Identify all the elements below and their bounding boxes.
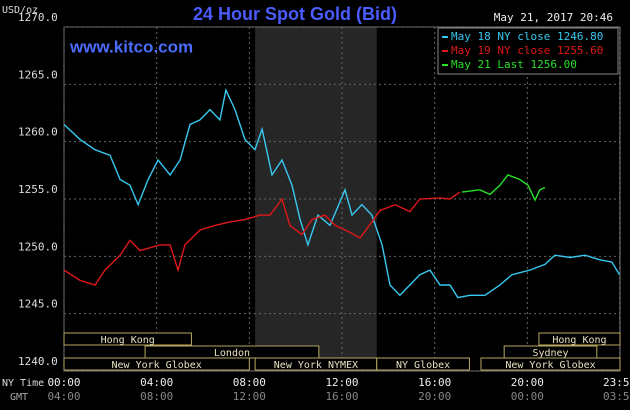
x-tick-label: 23:59 — [603, 376, 630, 389]
unit-label: USD/oz — [2, 5, 38, 16]
x2-tick-label: 16:00 — [325, 390, 358, 403]
x2-tick-label: 12:00 — [233, 390, 266, 403]
chart-title: 24 Hour Spot Gold (Bid) — [193, 4, 397, 24]
x2-tick-label: 03:59 — [603, 390, 630, 403]
y-tick-label: 1240.0 — [18, 355, 58, 368]
y-tick-label: 1260.0 — [18, 126, 58, 139]
legend-label: May 21 Last 1256.00 — [451, 58, 577, 71]
session-label: Sydney — [532, 348, 568, 359]
x-tick-label: 16:00 — [418, 376, 451, 389]
x-tick-label: 08:00 — [233, 376, 266, 389]
session-label: New York Globex — [112, 360, 202, 371]
session-box — [538, 332, 621, 346]
session-label: NY Globex — [396, 360, 450, 371]
x2-tick-label: 20:00 — [418, 390, 451, 403]
y-tick-label: 1270.0 — [18, 11, 58, 24]
timestamp: May 21, 2017 20:46 — [494, 11, 613, 24]
y-tick-label: 1250.0 — [18, 240, 58, 253]
legend-box — [437, 27, 619, 75]
y-tick-label: 1265.0 — [18, 68, 58, 81]
session-label: Hong Kong — [552, 335, 606, 346]
series-line — [63, 87, 621, 299]
session-box — [376, 357, 470, 371]
x-tick-label: 04:00 — [140, 376, 173, 389]
website: www.kitco.com — [69, 37, 193, 56]
session-box — [63, 332, 192, 346]
legend-label: May 19 NY close 1255.60 — [451, 44, 603, 57]
legend-label: May 18 NY close 1246.80 — [451, 30, 603, 43]
x2-tick-label: 04:00 — [47, 390, 80, 403]
session-box — [63, 357, 250, 371]
series-line — [461, 174, 546, 202]
y-tick-label: 1245.0 — [18, 298, 58, 311]
x2-tick-label: 00:00 — [511, 390, 544, 403]
series-line — [63, 191, 461, 286]
x-tick-label: 00:00 — [47, 376, 80, 389]
session-box — [480, 357, 621, 371]
session-label: New York Globex — [505, 360, 595, 371]
x2-axis-label: GMT — [10, 392, 28, 403]
x-axis-label: NY Time — [2, 378, 44, 389]
session-label: London — [214, 348, 250, 359]
x2-tick-label: 08:00 — [140, 390, 173, 403]
session-label: Hong Kong — [101, 335, 155, 346]
y-tick-label: 1255.0 — [18, 183, 58, 196]
x-tick-label: 12:00 — [325, 376, 358, 389]
session-label: New York NYMEX — [274, 360, 358, 371]
x-tick-label: 20:00 — [511, 376, 544, 389]
